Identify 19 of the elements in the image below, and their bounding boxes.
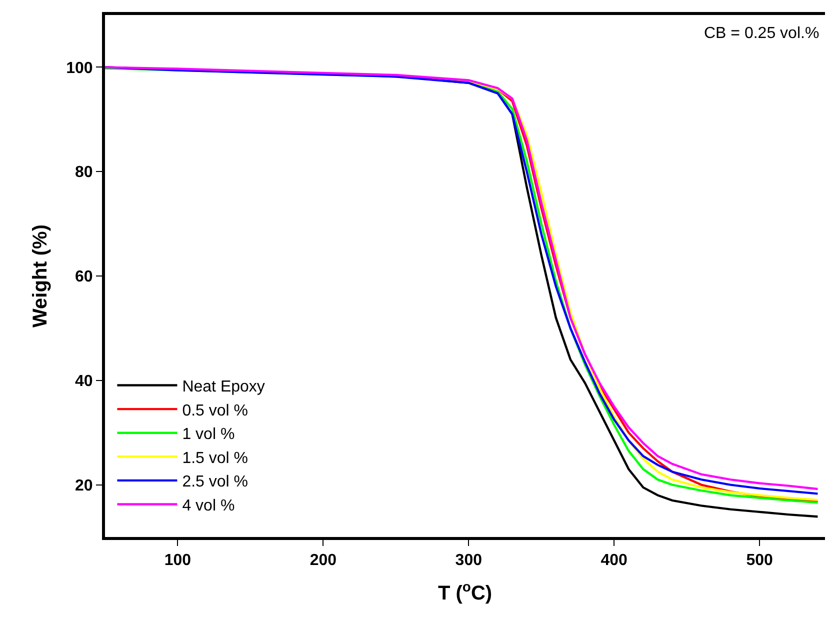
y-tick-label: 40	[75, 373, 93, 390]
y-tick-label: 60	[75, 268, 93, 286]
y-tick-label: 100	[66, 60, 93, 77]
y-tick-label: 20	[75, 477, 93, 494]
x-tick-label: 200	[310, 552, 337, 570]
legend-label: 2.5 vol %	[182, 474, 248, 491]
x-tick-label: 300	[455, 552, 482, 570]
y-tick-label: 80	[75, 164, 93, 182]
legend-label: 0.5 vol %	[182, 402, 248, 420]
x-axis-title: T ($^{o}$C)	[438, 578, 492, 605]
x-tick-label: 500	[746, 552, 773, 570]
legend-label: Neat Epoxy	[182, 378, 265, 396]
annotation: CB = 0.25 vol.%	[704, 25, 820, 42]
y-axis-title: Weight (%)	[30, 224, 52, 328]
x-tick-label: 100	[164, 552, 192, 570]
legend-label: 1.5 vol %	[182, 450, 248, 467]
x-tick-label: 400	[600, 552, 628, 570]
legend-label: 4 vol %	[182, 497, 235, 514]
legend-label: 1 vol %	[182, 426, 235, 444]
